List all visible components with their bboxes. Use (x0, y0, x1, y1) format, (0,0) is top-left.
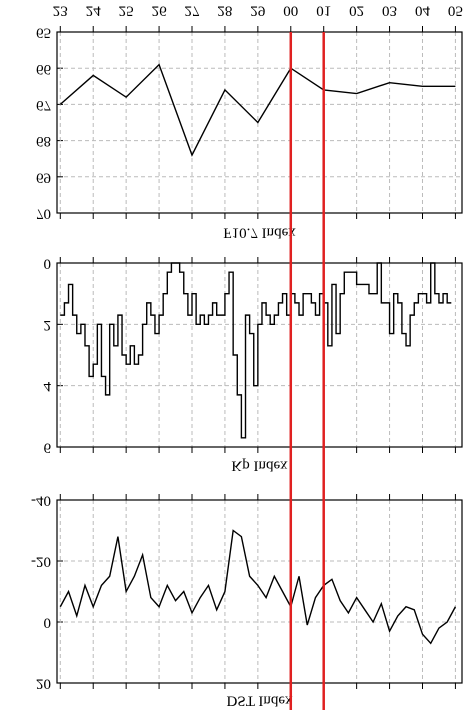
x-tick-label: 24 (86, 3, 102, 19)
y-tick-label: 0 (44, 256, 52, 272)
x-tick-label: 00 (283, 3, 298, 19)
y-tick-label: -40 (31, 493, 51, 509)
y-tick-label: 0 (44, 615, 52, 631)
x-tick-label: 28 (217, 3, 232, 19)
axis-label: F10.7 Index (223, 225, 296, 241)
x-tick-label: 04 (415, 3, 431, 19)
axis-label: DST Index (227, 693, 293, 709)
y-tick-label: 4 (44, 378, 52, 394)
y-tick-label: 6 (44, 440, 52, 456)
y-tick-label: 68 (36, 133, 51, 149)
plot-frame (56, 262, 463, 448)
x-tick-label: 01 (316, 3, 331, 19)
y-tick-label: 67 (36, 97, 52, 113)
x-tick-label: 03 (382, 3, 397, 19)
x-tick-label: 05 (448, 3, 463, 19)
y-tick-label: -20 (31, 554, 51, 570)
plot-frame (56, 31, 463, 214)
x-tick-label: 02 (349, 3, 364, 19)
x-tick-label: 29 (250, 3, 265, 19)
data-line (59, 529, 457, 645)
data-line (60, 262, 452, 439)
y-tick-label: 66 (36, 61, 52, 77)
y-tick-label: 20 (36, 676, 51, 692)
axis-label: Kp Index (231, 458, 288, 474)
x-tick-label: 26 (152, 3, 168, 19)
x-tick-label: 27 (185, 3, 201, 19)
y-tick-label: 65 (36, 25, 51, 41)
data-line (59, 63, 456, 157)
plot-frame (56, 499, 463, 684)
y-tick-label: 69 (36, 169, 51, 185)
x-tick-label: 25 (119, 3, 134, 19)
x-tick-label: 23 (53, 3, 68, 19)
y-tick-label: 2 (44, 317, 52, 333)
y-tick-label: 70 (36, 206, 51, 222)
